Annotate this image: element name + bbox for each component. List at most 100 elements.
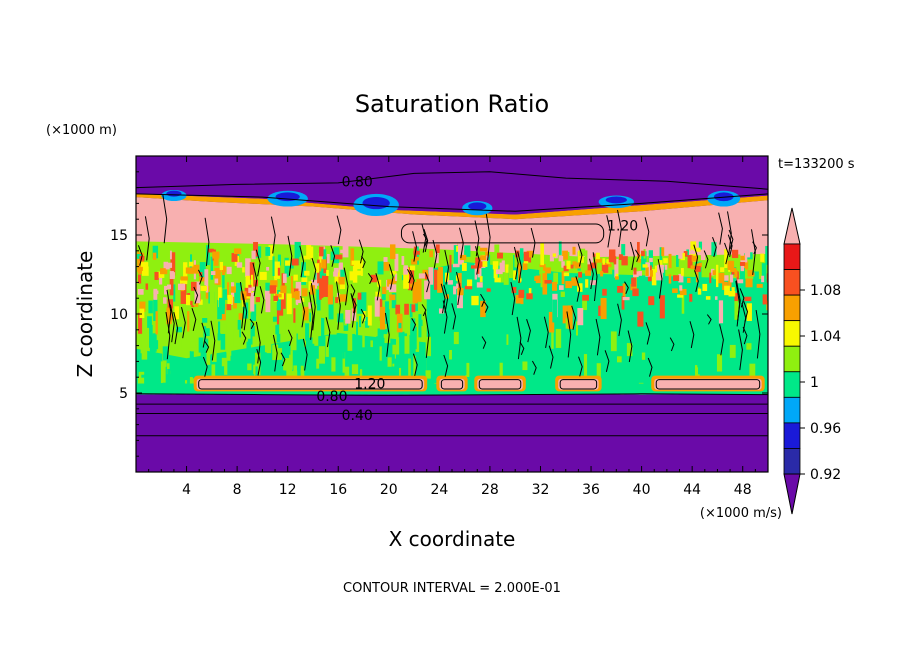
speckle-upper	[227, 294, 233, 305]
speckle	[411, 304, 416, 313]
speckle	[745, 357, 749, 366]
speckle	[211, 364, 216, 378]
contour-squiggle	[578, 356, 583, 377]
speckle	[226, 338, 232, 356]
contour-line-120-upper	[400, 223, 605, 244]
speckle-upper	[694, 265, 701, 272]
speckle-upper	[165, 264, 170, 270]
speckle	[246, 341, 251, 364]
speckle	[396, 337, 400, 355]
speckle	[522, 361, 528, 371]
speckle	[583, 354, 588, 377]
speckle	[365, 317, 370, 328]
contour-line-080	[136, 393, 768, 396]
speckle	[587, 248, 594, 265]
contour-squiggle	[543, 316, 549, 348]
contour-squiggle	[735, 281, 741, 327]
speckle-upper	[522, 262, 528, 270]
speckle	[476, 266, 480, 274]
speckle-upper	[314, 263, 320, 273]
speckle-upper	[606, 259, 610, 264]
speckle-upper	[526, 250, 533, 258]
speckle	[279, 315, 286, 334]
speckle-upper	[163, 297, 167, 304]
speckle-upper	[255, 297, 260, 303]
speckle	[265, 282, 270, 291]
contour-squiggle	[595, 318, 601, 356]
speckle-upper	[214, 278, 219, 284]
speckle	[295, 322, 298, 329]
contour-squiggle	[173, 311, 179, 345]
speckle	[221, 352, 227, 358]
speckle	[166, 363, 171, 375]
speckle-upper	[664, 264, 668, 270]
contour-squiggle	[166, 289, 172, 334]
lower-slab	[558, 378, 599, 390]
speckle	[357, 266, 364, 287]
contour-squiggle	[644, 217, 650, 247]
contour-squiggle	[181, 306, 186, 339]
speckle	[308, 302, 313, 309]
contour-label: 0.80	[342, 174, 373, 190]
speckle-upper	[680, 252, 685, 261]
speckle	[152, 333, 157, 352]
speckle	[376, 336, 381, 345]
speckle-upper	[461, 262, 467, 271]
speckle	[192, 288, 196, 306]
contour-squiggle	[204, 217, 210, 267]
contour-squiggle	[191, 308, 197, 332]
speckle-upper	[333, 271, 338, 277]
speckle	[299, 256, 302, 269]
x-tick-label: 12	[279, 482, 297, 498]
speckle	[290, 350, 293, 370]
contour-squiggle	[256, 348, 262, 376]
speckle	[686, 322, 693, 334]
speckle	[352, 298, 356, 313]
speckle-upper	[679, 285, 683, 291]
contour-squiggle	[456, 271, 461, 306]
speckle-upper	[740, 255, 745, 261]
speckle-upper	[590, 262, 597, 269]
contour-squiggle	[280, 352, 286, 367]
speckle	[140, 348, 143, 354]
speckle	[474, 263, 478, 280]
speckle-upper	[167, 284, 172, 290]
contour-squiggle	[703, 250, 709, 269]
speckle	[539, 267, 544, 275]
contour-squiggle	[255, 321, 261, 364]
speckle-upper	[737, 279, 744, 284]
speckle	[391, 326, 395, 335]
speckle	[321, 317, 325, 338]
speckle	[244, 287, 251, 297]
speckle-upper	[357, 292, 362, 300]
speckle-upper	[294, 288, 299, 293]
speckle-upper	[678, 250, 683, 259]
speckle	[562, 305, 568, 324]
speckle	[199, 262, 206, 279]
contour-squiggle	[302, 338, 308, 371]
speckle-upper	[649, 257, 653, 263]
speckle	[208, 341, 211, 356]
contour-interval-label: CONTOUR INTERVAL = 2.000E-01	[343, 581, 561, 596]
speckle	[503, 265, 509, 285]
speckle	[234, 289, 241, 304]
speckle	[331, 357, 336, 372]
speckle-upper	[605, 263, 612, 268]
speckle-upper	[683, 251, 688, 257]
contour-squiggle	[718, 212, 723, 245]
speckle	[222, 274, 225, 289]
speckle-upper	[690, 265, 695, 270]
speckle-upper	[293, 274, 298, 281]
speckle	[349, 271, 354, 281]
speckle	[148, 300, 153, 314]
speckle	[718, 272, 725, 284]
speckle-upper	[191, 264, 200, 274]
speckle-upper	[219, 261, 224, 270]
speckle	[290, 276, 293, 295]
contour-squiggle	[630, 241, 635, 271]
speckle	[453, 245, 460, 266]
speckle-upper	[499, 262, 503, 271]
speckle	[221, 357, 228, 375]
speckle	[508, 254, 514, 279]
